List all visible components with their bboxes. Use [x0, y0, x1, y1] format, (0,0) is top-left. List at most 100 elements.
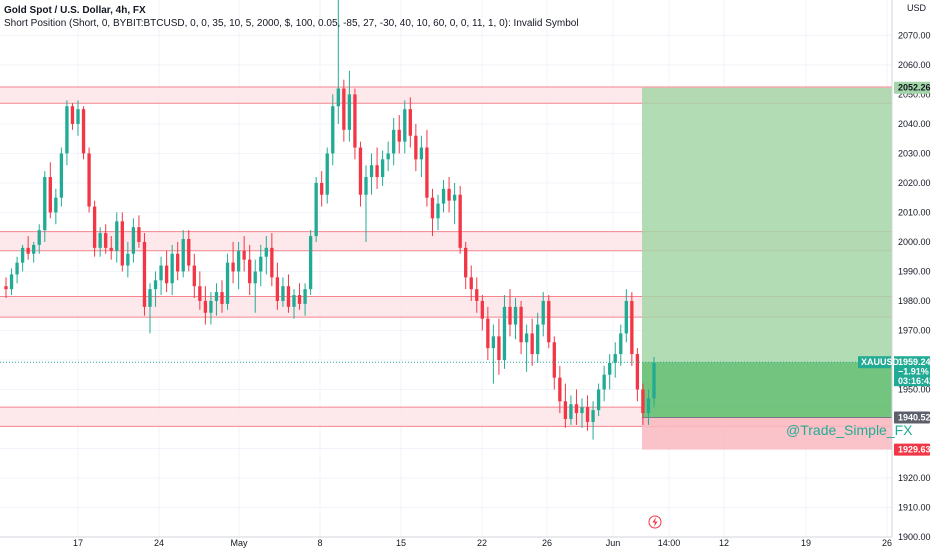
candle-body	[475, 289, 479, 301]
candle-body	[275, 277, 280, 301]
candle-body	[353, 94, 357, 148]
candle-body	[414, 135, 418, 160]
candle-body	[386, 153, 390, 160]
candle-body	[569, 404, 573, 419]
time-tick-label: May	[230, 538, 248, 548]
watermark: @Trade_Simple_FX	[786, 422, 913, 438]
candle-body	[314, 182, 318, 237]
candle-body	[248, 259, 252, 284]
candle-body	[181, 238, 185, 272]
price-tick-label: 2010.00	[898, 207, 931, 217]
candle-body	[153, 280, 158, 290]
candle-body	[464, 247, 468, 278]
time-tick-label: 19	[801, 538, 811, 548]
symbol-tag: XAUUSD	[861, 357, 900, 367]
candle-body	[131, 227, 136, 254]
candle-body	[297, 295, 302, 304]
price-tick-label: 2050.00	[898, 89, 931, 99]
candle-body	[358, 147, 363, 195]
candle-body	[624, 300, 628, 334]
candle-body	[380, 159, 385, 178]
candle-body	[613, 354, 617, 363]
candle-body	[502, 306, 507, 360]
candle-body	[558, 377, 562, 402]
candle-body	[281, 286, 285, 301]
candle-body	[336, 88, 340, 107]
candle-body	[231, 262, 235, 272]
study-legend[interactable]: Short Position (Short, 0, BYBIT:BTCUSD, …	[4, 18, 579, 29]
candle-body	[54, 197, 58, 213]
candle-body	[508, 306, 512, 325]
candle-body	[364, 177, 368, 195]
price-tick-label: 1980.00	[898, 296, 931, 306]
candle-body	[320, 182, 324, 195]
time-tick-label: 24	[154, 538, 164, 548]
candle-body	[225, 262, 230, 304]
candle-body	[519, 306, 523, 343]
time-tick-label: Jun	[606, 538, 621, 548]
candle-body	[369, 165, 374, 178]
candle-body	[541, 300, 545, 325]
stop-zone	[642, 417, 892, 450]
candle-body	[303, 289, 307, 304]
current-price-block	[894, 356, 930, 387]
candle-body	[441, 188, 446, 204]
candle-body	[513, 306, 518, 325]
candle-body	[59, 153, 64, 198]
price-tick-label: 1910.00	[898, 502, 931, 512]
candle-body	[497, 336, 501, 360]
price-tick-label: 2070.00	[898, 30, 931, 40]
candle-body	[104, 233, 108, 248]
price-tick-label: 2000.00	[898, 237, 931, 247]
price-tick-label: 2040.00	[898, 119, 931, 129]
candle-body	[458, 194, 462, 248]
candle-body	[164, 265, 169, 284]
candle-body	[176, 253, 180, 272]
candle-body	[259, 256, 263, 272]
candle-body	[347, 94, 352, 130]
candle-body	[591, 410, 595, 422]
candle-body	[203, 300, 208, 313]
target-price-tag: 2052.26	[898, 83, 931, 93]
symbol-tag-bg	[858, 356, 891, 369]
candle-body	[469, 277, 473, 290]
candle-body	[15, 262, 19, 275]
time-tick-label: 26	[542, 538, 552, 548]
candle-body	[9, 274, 14, 290]
time-tick-label: 8	[317, 538, 322, 548]
candle-body	[43, 177, 47, 231]
position-tool[interactable]	[642, 87, 892, 450]
time-tick-label: 22	[477, 538, 487, 548]
candle-body	[342, 88, 346, 130]
candle-body	[26, 247, 30, 254]
candle-body	[536, 324, 540, 355]
candle-body	[392, 129, 396, 154]
candle-body	[220, 292, 224, 304]
candle-body	[76, 109, 80, 124]
candle-body	[109, 247, 113, 251]
candle-body	[120, 221, 124, 266]
candle-body	[187, 238, 191, 266]
candle-body	[403, 109, 407, 142]
time-tick-label: 26	[882, 538, 892, 548]
candle-body	[4, 286, 8, 290]
candle-body	[397, 129, 401, 142]
candle-body	[436, 203, 440, 219]
time-tick-label: 17	[73, 538, 83, 548]
flash-icon-bolt	[652, 517, 658, 527]
candle-body	[635, 354, 640, 390]
candle-body	[236, 250, 241, 272]
candle-body	[292, 295, 296, 307]
candle-body	[126, 253, 130, 266]
candle-body	[270, 247, 274, 278]
time-axis[interactable]: 17 24 May 8 15 22 26 Jun 14:00 12 19 26	[0, 536, 892, 548]
candle-body	[530, 333, 534, 355]
countdown-tag: 03:16:42	[898, 376, 932, 386]
entry-price-tag: 1940.52	[898, 412, 931, 422]
candle-body	[447, 188, 451, 201]
price-tick-label: 2060.00	[898, 60, 931, 70]
flash-icon[interactable]	[648, 515, 662, 529]
candle-body	[142, 241, 147, 307]
price-tick-label: 1970.00	[898, 325, 931, 335]
